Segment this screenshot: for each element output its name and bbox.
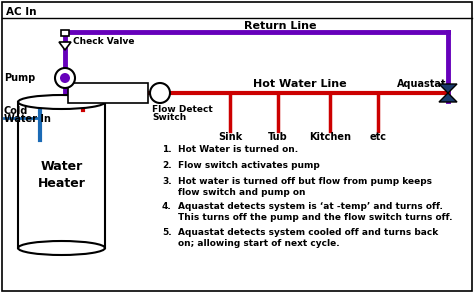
- Text: Water In: Water In: [4, 114, 51, 124]
- Text: Water
Heater: Water Heater: [37, 160, 85, 190]
- Bar: [61, 30, 69, 36]
- Text: Return Line: Return Line: [244, 21, 316, 31]
- Text: 2.: 2.: [162, 161, 172, 170]
- Text: Hot Water Line: Hot Water Line: [253, 79, 347, 89]
- Text: Aquastat detects system cooled off and turns back: Aquastat detects system cooled off and t…: [178, 228, 438, 237]
- Text: 5.: 5.: [162, 228, 172, 237]
- Polygon shape: [439, 84, 457, 93]
- Ellipse shape: [18, 241, 105, 255]
- Text: on; allowing start of next cycle.: on; allowing start of next cycle.: [178, 239, 340, 248]
- Text: Switch: Switch: [152, 113, 186, 122]
- Circle shape: [60, 73, 70, 83]
- Text: ?: ?: [157, 88, 163, 98]
- Text: Aquastat detects system is ‘at -temp’ and turns off.: Aquastat detects system is ‘at -temp’ an…: [178, 202, 443, 211]
- Text: 4.: 4.: [162, 202, 172, 211]
- Bar: [18, 102, 105, 248]
- Text: Hot Water is turned on.: Hot Water is turned on.: [178, 145, 298, 154]
- Text: Kitchen: Kitchen: [309, 132, 351, 142]
- Text: 3.: 3.: [162, 177, 172, 186]
- Text: Tub: Tub: [268, 132, 288, 142]
- Text: Pump: Pump: [4, 73, 35, 83]
- Circle shape: [55, 68, 75, 88]
- Ellipse shape: [18, 95, 105, 109]
- Polygon shape: [59, 42, 71, 50]
- Text: flow switch and pump on: flow switch and pump on: [178, 188, 306, 197]
- Text: This turns off the pump and the flow switch turns off.: This turns off the pump and the flow swi…: [178, 213, 453, 222]
- Bar: [68, 83, 148, 103]
- Text: Flow Detect: Flow Detect: [152, 105, 213, 114]
- Text: Aquastat: Aquastat: [396, 79, 446, 89]
- Circle shape: [150, 83, 170, 103]
- Text: AC In: AC In: [6, 7, 36, 17]
- Text: Flow switch activates pump: Flow switch activates pump: [178, 161, 320, 170]
- Text: Hot water is turned off but flow from pump keeps: Hot water is turned off but flow from pu…: [178, 177, 432, 186]
- Text: Check Valve: Check Valve: [73, 38, 135, 47]
- Text: Cold: Cold: [4, 106, 28, 116]
- Text: Sink: Sink: [218, 132, 242, 142]
- Text: etc: etc: [370, 132, 386, 142]
- Polygon shape: [439, 93, 457, 102]
- Text: 1.: 1.: [162, 145, 172, 154]
